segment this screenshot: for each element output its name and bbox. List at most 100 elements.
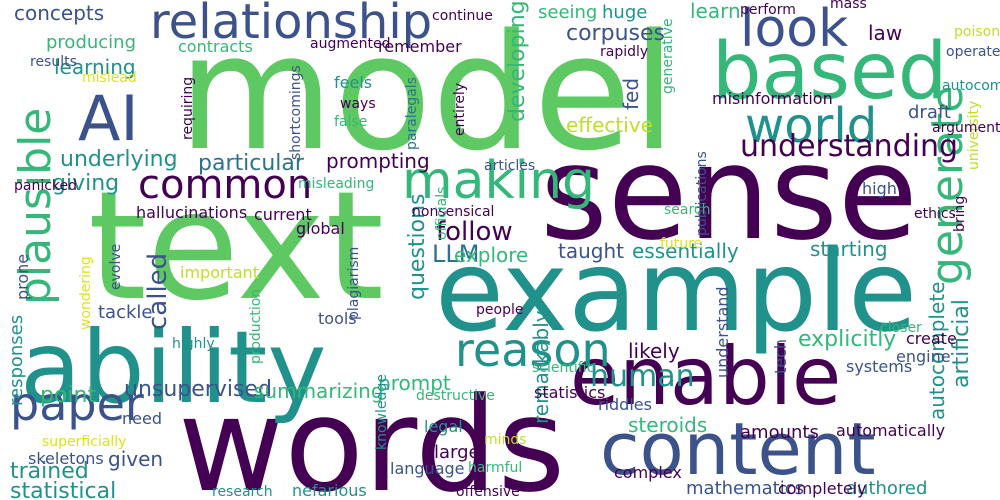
word-results: results <box>30 54 77 70</box>
word-follow: follow <box>436 217 513 247</box>
word-particular: particular <box>198 151 305 176</box>
word-research: research <box>212 484 273 500</box>
word-highly: highly <box>172 336 215 352</box>
word-effective: effective <box>566 113 653 137</box>
word-future: future <box>660 236 702 252</box>
word-augmented: augmented <box>310 36 390 52</box>
word-ai: AI <box>78 82 139 155</box>
word-learn: learn <box>690 0 741 23</box>
word-huge: huge <box>602 2 647 23</box>
word-ability: ability <box>20 309 327 426</box>
word-given: given <box>108 447 163 471</box>
word-essentially: essentially <box>632 239 739 263</box>
word-high: high <box>862 179 897 198</box>
word-systems: systems <box>846 357 912 376</box>
word-statistics: statistics <box>534 383 605 402</box>
word-continue: continue <box>432 8 493 24</box>
word-riddles: riddles <box>598 395 652 414</box>
word-words: words <box>178 369 565 500</box>
word-misleading: misleading <box>298 176 374 192</box>
word-likely: likely <box>628 339 680 363</box>
word-making: making <box>402 151 595 211</box>
word-producing: producing <box>46 32 136 53</box>
word-ways: ways <box>340 96 376 112</box>
word-knowledge: knowledge <box>374 374 390 450</box>
word-generate: generate <box>922 86 973 285</box>
word-fed: fed <box>619 78 643 110</box>
word-arguments: arguments <box>932 120 1000 136</box>
word-scientific: scientific <box>532 360 594 376</box>
word-rapidly: rapidly <box>600 44 648 60</box>
word-authored: authored <box>846 478 927 499</box>
word-language: language <box>390 459 465 478</box>
word-production: production <box>248 289 264 364</box>
word-seeing: seeing <box>538 2 597 23</box>
word-automatically: automatically <box>836 421 945 440</box>
word-text: text <box>88 160 384 334</box>
word-concepts: concepts <box>14 1 104 25</box>
word-mathematics: mathematics <box>686 478 804 499</box>
word-questions: questions <box>405 193 430 300</box>
word-remember: remember <box>378 37 462 56</box>
word-mislead: mislead <box>82 70 137 86</box>
word-generative: generative <box>660 18 676 94</box>
word-content: content <box>600 407 876 491</box>
word-wondering: wondering <box>78 256 94 330</box>
word-taught: taught <box>558 239 624 263</box>
word-world: world <box>745 98 877 154</box>
word-people: people <box>476 302 523 318</box>
word-enable: enable <box>570 330 841 423</box>
word-university: university <box>966 101 982 170</box>
word-mass: mass <box>830 0 867 12</box>
word-panicked: panicked <box>14 178 77 194</box>
word-prompting: prompting <box>326 149 430 173</box>
word-llm: LLM <box>432 240 479 268</box>
word-perform: perform <box>740 2 796 18</box>
word-offensive: offensive <box>456 484 520 500</box>
word-articles: articles <box>484 158 535 174</box>
word-called: called <box>143 253 173 330</box>
word-steroids: steroids <box>628 413 707 437</box>
word-large: large <box>434 442 480 463</box>
word-law: law <box>868 21 902 45</box>
word-unsupervised: unsupervised <box>124 377 272 402</box>
word-sense: sense <box>540 117 918 269</box>
word-feels: feels <box>334 73 372 92</box>
word-prone: prone <box>13 254 32 300</box>
word-autocomplete: autocomplete <box>925 282 949 420</box>
word-responses: responses <box>6 315 27 406</box>
word-harmful: harmful <box>468 460 522 476</box>
word-corpuses: corpuses <box>566 21 665 46</box>
word-tech: tech <box>771 339 790 374</box>
word-shortcomings: shortcomings <box>288 65 304 160</box>
word-human: human <box>590 359 695 394</box>
word-autocomplete: autocomplete <box>942 78 1000 94</box>
word-minds: minds <box>484 432 527 448</box>
word-poison: poison <box>954 24 1000 40</box>
word-paper: paper <box>10 377 144 431</box>
word-officials: officials <box>434 187 450 240</box>
word-bring: bring <box>952 196 968 232</box>
word-based: based <box>712 27 947 117</box>
word-explicitly: explicitly <box>798 327 896 352</box>
word-example: example <box>435 227 917 357</box>
word-remarkably: remarkably <box>529 310 553 424</box>
word-hallucinations: hallucinations <box>136 203 247 222</box>
word-contracts: contracts <box>178 37 253 56</box>
word-paralegals: paralegals <box>404 77 420 150</box>
word-draft: draft <box>908 102 951 123</box>
word-destructive: destructive <box>416 388 495 404</box>
word-statistical: statistical <box>10 479 116 500</box>
word-developing: developing <box>505 0 530 122</box>
word-reason: reason <box>455 323 611 377</box>
word-trained: trained <box>10 459 89 484</box>
word-understand: understand <box>713 286 732 378</box>
word-current: current <box>254 205 312 224</box>
word-plagiarism: plagiarism <box>346 247 362 320</box>
word-superficially: superficially <box>42 434 126 450</box>
word-amounts: amounts <box>740 422 819 443</box>
word-relationship: relationship <box>150 0 432 50</box>
word-publications: publications <box>694 151 710 236</box>
word-nonsensical: nonsensical <box>412 204 494 220</box>
